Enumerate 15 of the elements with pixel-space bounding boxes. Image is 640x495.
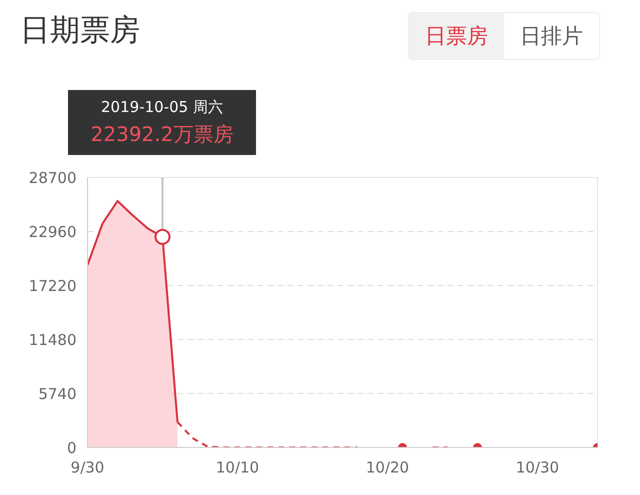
- y-tick-label: 0: [66, 439, 77, 457]
- x-tick-label: 10/10: [216, 458, 260, 476]
- x-tick-label: 10/20: [366, 458, 410, 476]
- y-tick-label: 5740: [38, 385, 77, 403]
- text: 日排片: [504, 13, 599, 59]
- y-tick-label: 17220: [28, 277, 76, 295]
- x-tick-label: 10/30: [516, 458, 560, 476]
- text: 日票房: [409, 13, 504, 59]
- text: 2019-10-05 周六: [100, 97, 224, 118]
- chart-title: 日期票房: [20, 12, 140, 50]
- y-tick-label: 11480: [28, 331, 76, 349]
- y-tick-label: 22960: [28, 223, 76, 241]
- text: 22392.2万票房: [90, 120, 234, 148]
- x-tick-label: 9/30: [70, 458, 104, 476]
- y-tick-label: 28700: [28, 169, 76, 187]
